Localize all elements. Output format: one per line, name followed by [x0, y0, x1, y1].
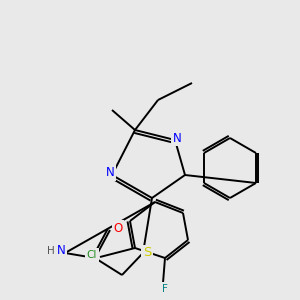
Text: S: S [143, 247, 151, 260]
Text: Cl: Cl [87, 250, 97, 260]
Text: N: N [57, 244, 65, 257]
Text: F: F [162, 284, 168, 294]
Text: N: N [106, 167, 114, 179]
Text: H: H [47, 246, 55, 256]
Text: N: N [172, 131, 182, 145]
Text: O: O [113, 221, 123, 235]
